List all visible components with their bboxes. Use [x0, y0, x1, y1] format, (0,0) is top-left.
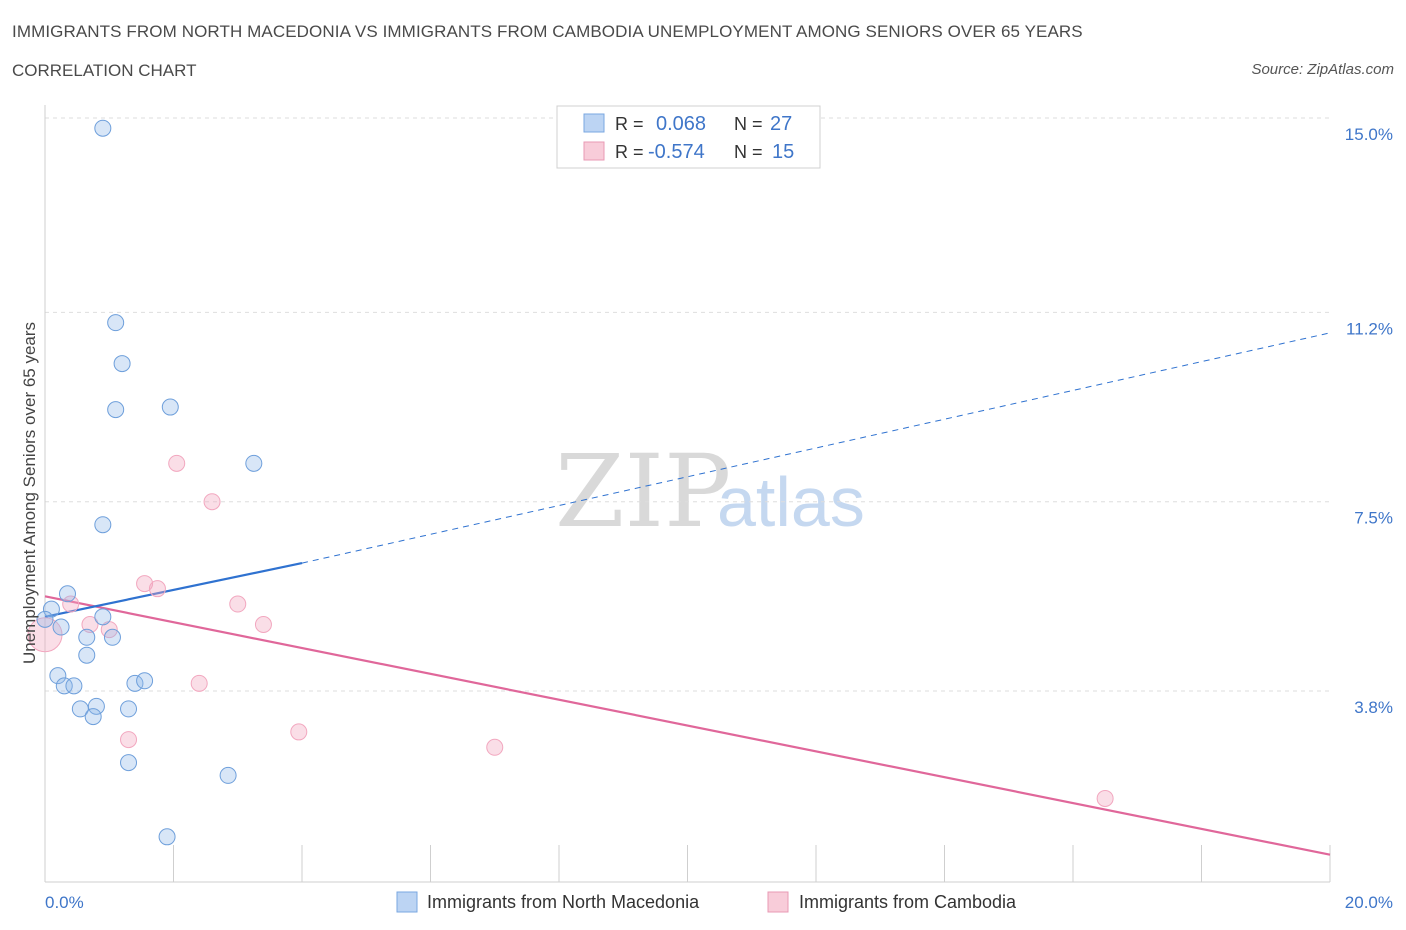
point-cambodia-9 — [254, 615, 272, 633]
point-cambodia-4 — [136, 575, 154, 593]
x-tick-label-0: 0.0% — [45, 893, 84, 912]
point-cambodia-14 — [1096, 789, 1114, 807]
watermark-zip: ZIP — [555, 433, 731, 550]
point-macedonia-18 — [126, 674, 144, 692]
point-macedonia-1 — [107, 314, 125, 332]
point-macedonia-9 — [36, 610, 54, 628]
point-cambodia-7 — [203, 493, 221, 511]
legend-r-value-2: -0.574 — [648, 141, 705, 163]
y-tick-label-3: 15.0% — [1345, 125, 1393, 144]
point-macedonia-2 — [113, 355, 131, 373]
legend-series-macedonia: Immigrants from North Macedonia — [427, 892, 700, 912]
point-macedonia-12 — [78, 628, 96, 646]
legend-swatch-series-cambodia — [767, 891, 789, 913]
point-macedonia-25 — [219, 766, 237, 784]
point-macedonia-3 — [107, 401, 125, 419]
legend-r-label-1: R = — [615, 114, 644, 134]
legend-r-label-2: R = — [615, 142, 644, 162]
y-axis-label: Unemployment Among Seniors over 65 years — [20, 322, 39, 664]
point-macedonia-23 — [120, 700, 138, 718]
series-legend: Immigrants from North Macedonia Immigran… — [396, 891, 1017, 913]
point-cambodia-5 — [148, 580, 166, 598]
point-cambodia-12 — [290, 723, 308, 741]
point-cambodia-2 — [81, 615, 99, 633]
point-macedonia-21 — [87, 697, 105, 715]
legend-swatch-cambodia — [583, 141, 605, 161]
point-macedonia-0 — [94, 119, 112, 137]
legend-swatch-macedonia — [583, 113, 605, 133]
point-macedonia-7 — [58, 585, 76, 603]
tick-labels: 3.8% 7.5% 11.2% 15.0% 0.0% 20.0% — [45, 125, 1393, 912]
point-cambodia-8 — [229, 595, 247, 613]
point-macedonia-16 — [55, 677, 73, 695]
point-macedonia-13 — [103, 628, 121, 646]
y-tick-label-0: 3.8% — [1354, 698, 1393, 717]
point-macedonia-19 — [136, 672, 154, 690]
legend-n-label-2: N = — [734, 142, 763, 162]
chart-subtitle: CORRELATION CHART — [12, 61, 197, 80]
point-macedonia-10 — [52, 618, 70, 636]
trend-line-cambodia — [44, 595, 1331, 856]
point-macedonia-6 — [94, 516, 112, 534]
point-macedonia-17 — [65, 677, 83, 695]
y-tick-label-1: 7.5% — [1354, 509, 1393, 528]
trend-line-macedonia — [44, 562, 303, 618]
point-macedonia-24 — [120, 754, 138, 772]
data-points — [27, 119, 1114, 846]
point-macedonia-26 — [158, 828, 176, 846]
point-cambodia-1 — [62, 595, 80, 613]
legend-n-value-2: 15 — [772, 141, 794, 163]
source-credit: Source: ZipAtlas.com — [1251, 61, 1394, 78]
y-tick-label-2: 11.2% — [1346, 319, 1393, 338]
legend-series-cambodia: Immigrants from Cambodia — [799, 892, 1017, 912]
point-macedonia-11 — [94, 608, 112, 626]
legend-n-label-1: N = — [734, 114, 763, 134]
point-cambodia-10 — [190, 674, 208, 692]
axes — [44, 105, 1331, 883]
point-cambodia-13 — [486, 738, 504, 756]
chart-title: IMMIGRANTS FROM NORTH MACEDONIA VS IMMIG… — [12, 22, 1083, 41]
point-macedonia-15 — [49, 667, 67, 685]
legend-r-value-1: 0.068 — [656, 113, 706, 135]
correlation-legend: R = 0.068 N = 27 R = -0.574 N = 15 — [556, 105, 821, 169]
x-tick-label-1: 20.0% — [1345, 893, 1393, 912]
point-cambodia-11 — [120, 731, 138, 749]
point-macedonia-5 — [245, 454, 263, 472]
point-macedonia-22 — [84, 708, 102, 726]
point-macedonia-4 — [161, 398, 179, 416]
point-macedonia-8 — [42, 600, 60, 618]
trend-lines — [44, 332, 1331, 856]
point-cambodia-6 — [168, 454, 186, 472]
legend-n-value-1: 27 — [770, 113, 792, 135]
point-macedonia-14 — [78, 646, 96, 664]
legend-swatch-series-macedonia — [396, 891, 418, 913]
